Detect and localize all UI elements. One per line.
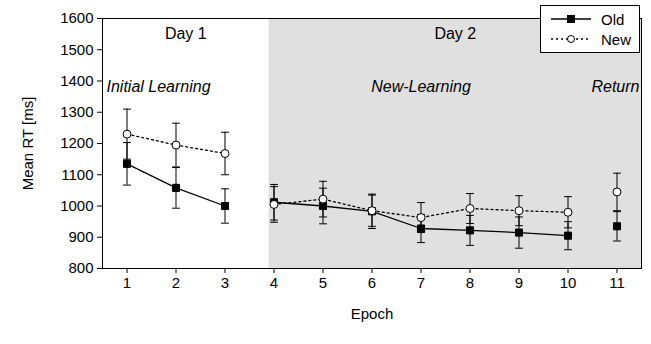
- svg-text:Epoch: Epoch: [351, 305, 394, 322]
- svg-text:Mean RT [ms]: Mean RT [ms]: [19, 97, 36, 191]
- svg-text:Day 2: Day 2: [434, 25, 476, 42]
- svg-text:1: 1: [123, 274, 131, 291]
- svg-text:1200: 1200: [60, 134, 93, 151]
- svg-text:Initial Learning: Initial Learning: [107, 78, 211, 95]
- svg-text:7: 7: [417, 274, 425, 291]
- svg-text:2: 2: [172, 274, 180, 291]
- svg-text:10: 10: [560, 274, 577, 291]
- svg-text:9: 9: [515, 274, 523, 291]
- svg-text:1100: 1100: [61, 166, 93, 183]
- svg-text:6: 6: [368, 274, 376, 291]
- svg-text:8: 8: [466, 274, 474, 291]
- svg-text:11: 11: [609, 274, 625, 291]
- svg-text:1600: 1600: [60, 9, 93, 26]
- svg-text:5: 5: [319, 274, 327, 291]
- html-text:Old: Old: [601, 10, 625, 28]
- svg-text:4: 4: [270, 274, 278, 291]
- svg-text:1500: 1500: [60, 41, 93, 58]
- svg-text:Return: Return: [591, 78, 639, 95]
- svg-text:800: 800: [68, 259, 93, 276]
- svg-text:3: 3: [221, 274, 229, 291]
- svg-text:1300: 1300: [60, 103, 93, 120]
- svg-text:1400: 1400: [60, 72, 93, 89]
- html-text:New: New: [601, 30, 631, 48]
- svg-text:Day 1: Day 1: [165, 25, 207, 42]
- svg-text:1000: 1000: [60, 197, 93, 214]
- svg-text:New-Learning: New-Learning: [371, 78, 471, 95]
- svg-text:900: 900: [68, 228, 93, 245]
